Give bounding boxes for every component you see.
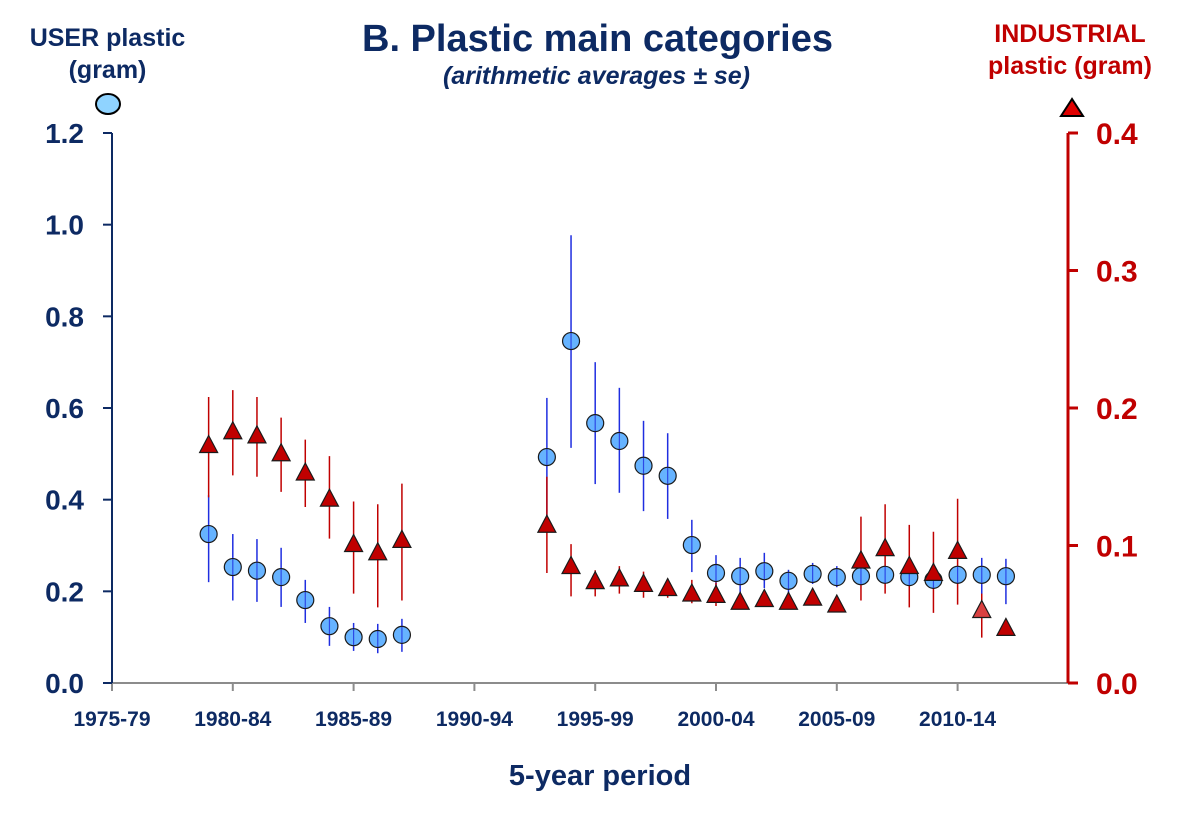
industrial-point bbox=[899, 555, 920, 575]
left-y-tick-label: 0.2 bbox=[45, 576, 84, 607]
left-axis-title-line-1: USER plastic bbox=[29, 24, 186, 52]
left-axis-title: USER plastic (gram) bbox=[0, 22, 215, 86]
industrial-point bbox=[778, 590, 799, 610]
x-tick-label: 2010-14 bbox=[919, 708, 996, 731]
industrial-point bbox=[222, 420, 243, 440]
left-y-tick-label: 0.0 bbox=[45, 668, 84, 699]
x-axis-title: 5-year period bbox=[508, 760, 692, 792]
industrial-point bbox=[633, 573, 654, 592]
x-tick-label: 1985-89 bbox=[315, 708, 392, 731]
industrial-point bbox=[826, 593, 847, 613]
industrial-plastic-legend-triangle-icon bbox=[1059, 97, 1085, 117]
x-tick-label: 1975-79 bbox=[73, 708, 150, 731]
industrial-point bbox=[947, 540, 968, 559]
industrial-point bbox=[923, 562, 944, 581]
x-tick-label: 2005-09 bbox=[798, 708, 875, 731]
right-y-tick-label: 0.1 bbox=[1096, 531, 1138, 564]
right-y-tick-label: 0.4 bbox=[1096, 118, 1138, 151]
left-y-tick-label: 0.4 bbox=[45, 485, 84, 516]
x-tick-label: 1995-99 bbox=[557, 708, 634, 731]
chart-title: B. Plastic main categories bbox=[362, 18, 833, 60]
left-y-tick-label: 1.2 bbox=[45, 118, 84, 149]
industrial-point bbox=[802, 586, 823, 606]
user-plastic-legend-circle-icon bbox=[95, 93, 121, 115]
industrial-point bbox=[367, 541, 388, 561]
industrial-point bbox=[850, 549, 871, 569]
industrial-point bbox=[585, 570, 606, 590]
left-y-tick-label: 0.8 bbox=[45, 301, 84, 332]
industrial-point bbox=[271, 442, 292, 462]
right-axis-title: INDUSTRIAL plastic (gram) bbox=[955, 18, 1185, 82]
right-axis-title-line-2: plastic (gram) bbox=[988, 52, 1152, 80]
industrial-point bbox=[246, 424, 267, 444]
industrial-point bbox=[343, 533, 364, 553]
industrial-point bbox=[995, 617, 1016, 636]
industrial-point bbox=[730, 590, 751, 610]
industrial-point bbox=[561, 555, 582, 575]
industrial-point bbox=[971, 599, 992, 619]
industrial-point bbox=[657, 577, 678, 597]
industrial-point bbox=[681, 582, 702, 602]
right-y-tick-label: 0.3 bbox=[1096, 256, 1138, 289]
right-y-tick-label: 0.0 bbox=[1096, 668, 1138, 701]
right-y-tick-label: 0.2 bbox=[1096, 393, 1138, 426]
left-axis-title-line-2: (gram) bbox=[68, 56, 147, 84]
industrial-point bbox=[319, 487, 340, 507]
x-tick-label: 1980-84 bbox=[194, 708, 271, 731]
x-tick-label: 1990-94 bbox=[436, 708, 513, 731]
industrial-point bbox=[391, 529, 412, 548]
chart-subtitle: (arithmetic averages ± se) bbox=[443, 62, 750, 90]
industrial-point bbox=[875, 537, 896, 557]
industrial-point bbox=[536, 513, 557, 533]
industrial-point bbox=[706, 584, 726, 603]
industrial-point bbox=[609, 567, 630, 587]
industrial-point bbox=[295, 461, 316, 481]
industrial-point bbox=[198, 434, 219, 454]
left-y-tick-label: 0.6 bbox=[45, 393, 84, 424]
industrial-point bbox=[754, 588, 775, 608]
x-tick-label: 2000-04 bbox=[677, 708, 754, 731]
right-axis-title-line-1: INDUSTRIAL bbox=[994, 20, 1146, 48]
left-y-tick-label: 1.0 bbox=[45, 210, 84, 241]
